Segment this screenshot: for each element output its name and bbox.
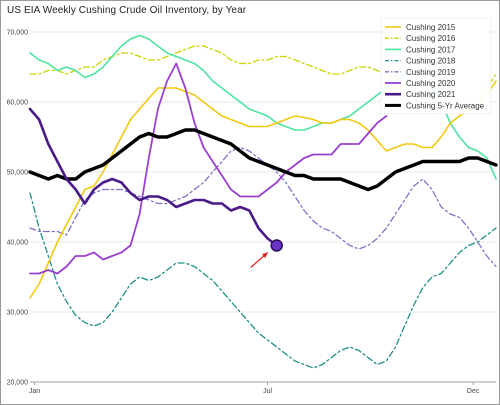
- legend-label: Cushing 2016: [406, 34, 456, 43]
- legend-label: Cushing 2021: [406, 90, 456, 99]
- chart-title: US EIA Weekly Cushing Crude Oil Inventor…: [7, 5, 247, 16]
- series-line-cushing-5-yr-average: [28, 128, 498, 192]
- legend-label: Cushing 2018: [406, 57, 456, 66]
- legend: Cushing 2015 Cushing 2016 Cushing 2017 Cush…: [380, 17, 492, 114]
- legend-label: Cushing 2019: [406, 68, 456, 77]
- y-tick-label: 50,000: [7, 170, 29, 177]
- legend-label: Cushing 2020: [406, 79, 456, 88]
- legend-label: Cushing 2015: [406, 23, 456, 32]
- y-tick-label: 40,000: [7, 240, 29, 247]
- y-tick-label: 30,000: [7, 310, 29, 317]
- y-tick-label: 70,000: [7, 30, 29, 37]
- series-line-cushing-2018: [29, 192, 497, 369]
- x-tick-label: Dec: [467, 388, 480, 395]
- y-tick-label: 60,000: [7, 100, 29, 107]
- legend-label: Cushing 5-Yr Average: [406, 101, 485, 110]
- series-line-cushing-2020: [29, 62, 388, 275]
- axis-layer: 20,000 30,000 40,000 50,000 60,000 70,000 Jan J…: [7, 30, 496, 395]
- annotation-layer: [250, 239, 283, 268]
- highlight-point: [270, 239, 283, 252]
- legend-label: Cushing 2017: [406, 45, 456, 54]
- x-tick-label: Jan: [29, 388, 40, 395]
- arrow-annotation-head: [261, 252, 268, 259]
- y-tick-label: 20,000: [7, 380, 29, 387]
- x-tick-label: Jul: [263, 388, 272, 395]
- series-line-cushing-2021: [28, 107, 278, 247]
- legend-box: [380, 17, 492, 114]
